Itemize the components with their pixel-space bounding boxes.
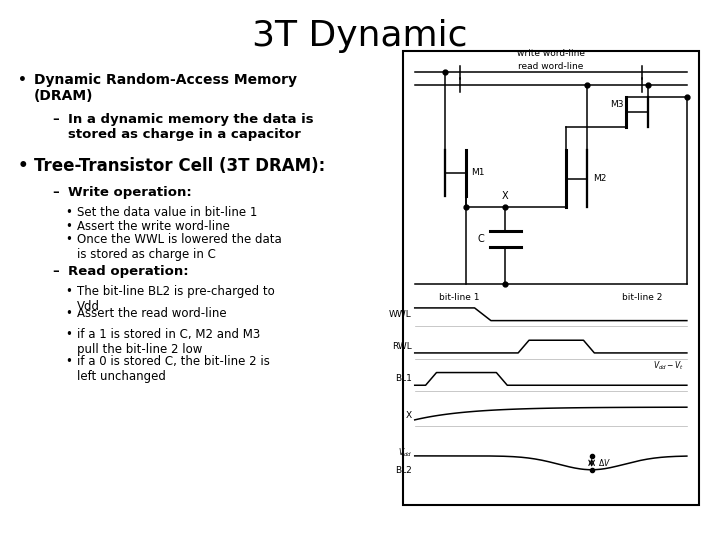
Text: bit-line 1: bit-line 1	[439, 293, 480, 302]
Text: In a dynamic memory the data is
stored as charge in a capacitor: In a dynamic memory the data is stored a…	[68, 113, 314, 141]
Text: •: •	[65, 355, 72, 368]
Text: BL1: BL1	[395, 374, 412, 383]
Text: X: X	[502, 191, 509, 200]
Text: Assert the read word-line: Assert the read word-line	[77, 307, 227, 320]
Text: •: •	[65, 285, 72, 298]
Text: if a 0 is stored C, the bit-line 2 is
left unchanged: if a 0 is stored C, the bit-line 2 is le…	[77, 355, 270, 383]
Text: M3: M3	[610, 100, 624, 109]
Text: $V_{dd}-V_t$: $V_{dd}-V_t$	[653, 360, 684, 372]
Text: write word-line: write word-line	[517, 49, 585, 58]
Text: Set the data value in bit-line 1: Set the data value in bit-line 1	[77, 206, 258, 219]
Text: X: X	[405, 411, 412, 420]
Text: C: C	[477, 234, 485, 244]
Text: $V_{dd}$: $V_{dd}$	[397, 447, 412, 460]
Text: RWL: RWL	[392, 342, 412, 351]
Text: Once the WWL is lowered the data
is stored as charge in C: Once the WWL is lowered the data is stor…	[77, 233, 282, 261]
Text: BL2: BL2	[395, 466, 412, 475]
Text: Tree-Transistor Cell (3T DRAM):: Tree-Transistor Cell (3T DRAM):	[34, 157, 325, 174]
Text: 3T Dynamic: 3T Dynamic	[252, 19, 468, 53]
Text: •: •	[65, 307, 72, 320]
Text: WWL: WWL	[389, 310, 412, 319]
Text: The bit-line BL2 is pre-charged to
Vdd: The bit-line BL2 is pre-charged to Vdd	[77, 285, 275, 313]
Text: Write operation:: Write operation:	[68, 186, 192, 199]
Text: –: –	[53, 186, 59, 199]
Text: Dynamic Random-Access Memory
(DRAM): Dynamic Random-Access Memory (DRAM)	[34, 73, 297, 103]
Text: read word-line: read word-line	[518, 62, 583, 71]
Text: –: –	[53, 113, 59, 126]
Text: •: •	[18, 157, 29, 174]
Text: M2: M2	[593, 174, 606, 183]
Text: bit-line 2: bit-line 2	[622, 293, 662, 302]
Text: •: •	[65, 206, 72, 219]
Text: Assert the write word-line: Assert the write word-line	[77, 220, 230, 233]
Text: •: •	[65, 233, 72, 246]
Text: if a 1 is stored in C, M2 and M3
pull the bit-line 2 low: if a 1 is stored in C, M2 and M3 pull th…	[77, 328, 261, 356]
Text: •: •	[65, 328, 72, 341]
Text: $\Delta V$: $\Delta V$	[598, 457, 611, 468]
Text: Read operation:: Read operation:	[68, 265, 189, 278]
Text: M1: M1	[471, 168, 484, 177]
Text: •: •	[18, 73, 27, 87]
Text: •: •	[65, 220, 72, 233]
Text: –: –	[53, 265, 59, 278]
